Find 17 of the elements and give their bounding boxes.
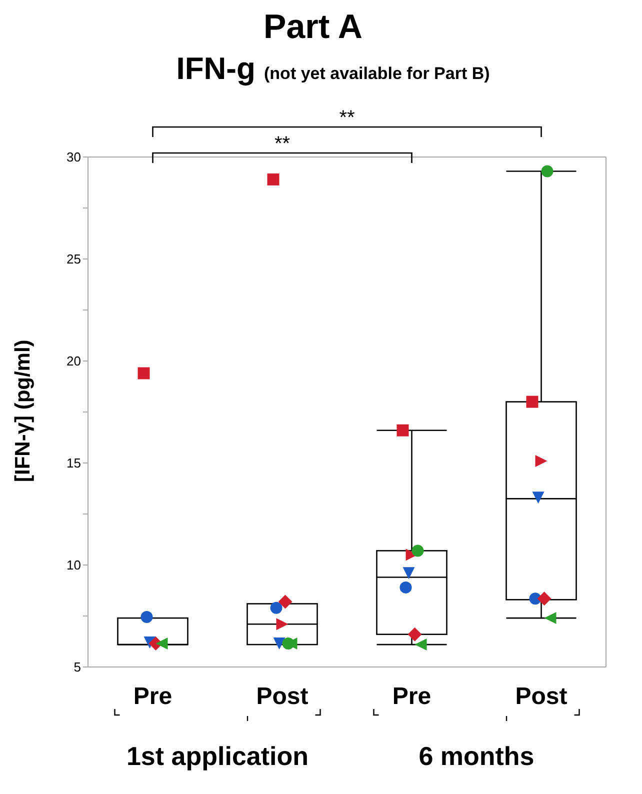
text: 1st application — [126, 741, 309, 771]
text: ** — [274, 133, 290, 155]
y-tick-label: 25 — [66, 252, 81, 267]
x-tick-label: Post — [256, 683, 308, 710]
y-tick-label: 10 — [66, 558, 81, 573]
text: ** — [339, 107, 355, 129]
chart-subtitle: IFN-g (not yet available for Part B) — [176, 51, 490, 86]
y-tick-label: 15 — [66, 456, 81, 471]
y-tick-label: 20 — [66, 354, 81, 369]
x-tick-label: Pre — [392, 683, 432, 710]
x-tick-label: Post — [515, 683, 568, 710]
y-axis-title: [IFN-γ] (pg/ml) — [11, 340, 34, 482]
chart-title: Part A — [262, 8, 364, 47]
y-tick-label: 5 — [74, 660, 81, 675]
x-tick-label: Pre — [133, 683, 172, 710]
y-tick-label: 30 — [66, 150, 81, 165]
text: 6 months — [418, 741, 534, 771]
